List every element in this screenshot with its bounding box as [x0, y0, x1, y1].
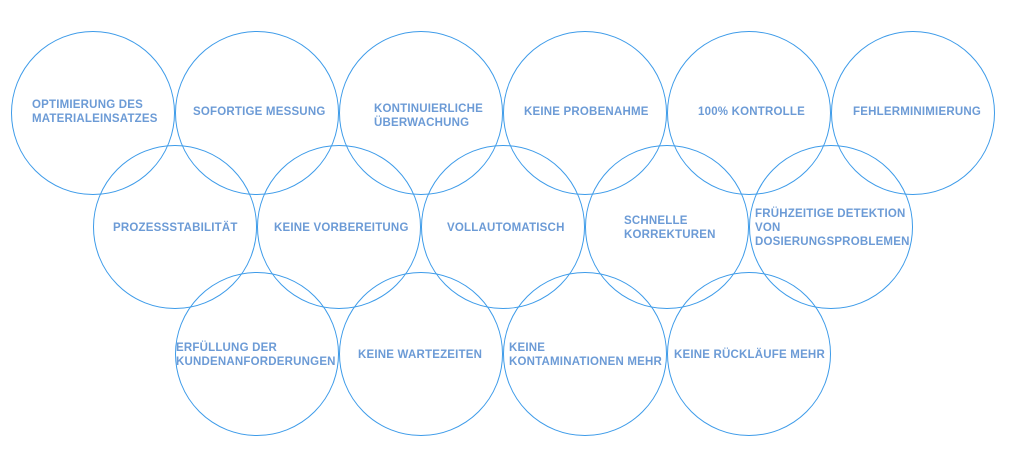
benefit-circle-keine-kontaminationen-mehr: [503, 272, 667, 436]
benefit-label-schnelle-korrekturen: SCHNELLE KORREKTUREN: [624, 215, 716, 241]
benefit-label-prozessstabilitaet: PROZESSSTABILITÄT: [113, 222, 238, 234]
benefit-label-erfuellung-der-kundenanforderungen: ERFÜLLUNG DER KUNDENANFORDERUNGEN: [176, 342, 336, 368]
benefit-label-keine-probenahme: KEINE PROBENAHME: [524, 106, 649, 118]
benefit-label-fehlerminimierung: FEHLERMINIMIERUNG: [853, 106, 981, 118]
benefit-circle-keine-ruecklaeufe-mehr: [667, 272, 831, 436]
benefit-label-optimierung-des-materialeinsatzes: OPTIMIERUNG DES MATERIALEINSATZES: [32, 99, 158, 125]
benefit-label-fruehzeitige-detektion-von-dosierungsproblemen: FRÜHZEITIGE DETEKTION VON DOSIERUNGSPROBLE…: [755, 208, 910, 248]
benefit-label-vollautomatisch: VOLLAUTOMATISCH: [447, 222, 565, 234]
benefit-circle-kontinuierliche-ueberwachung: [339, 31, 503, 195]
benefit-circle-sofortige-messung: [175, 31, 339, 195]
benefit-label-sofortige-messung: SOFORTIGE MESSUNG: [193, 106, 326, 118]
benefit-circle-optimierung-des-materialeinsatzes: [11, 31, 175, 195]
benefit-circle-fruehzeitige-detektion-von-dosierungsproblemen: [749, 145, 913, 309]
benefit-label-kontinuierliche-ueberwachung: KONTINUIERLICHE ÜBERWACHUNG: [374, 103, 484, 129]
benefit-label-keine-wartezeiten: KEINE WARTEZEITEN: [358, 349, 483, 361]
benefit-circle-fehlerminimierung: [831, 31, 995, 195]
benefit-circle-keine-vorbereitung: [257, 145, 421, 309]
benefit-circle-keine-wartezeiten: [339, 272, 503, 436]
benefit-label-keine-ruecklaeufe-mehr: KEINE RÜCKLÄUFE MEHR: [674, 349, 825, 361]
benefit-circle-prozessstabilitaet: [93, 145, 257, 309]
benefit-label-keine-vorbereitung: KEINE VORBEREITUNG: [274, 222, 409, 234]
benefit-label-100-kontrolle: 100% KONTROLLE: [698, 106, 805, 118]
benefit-circle-100-kontrolle: [667, 31, 831, 195]
benefit-circle-vollautomatisch: [421, 145, 585, 309]
benefit-circle-schnelle-korrekturen: [585, 145, 749, 309]
benefit-label-keine-kontaminationen-mehr: KEINE KONTAMINATIONEN MEHR: [509, 342, 663, 368]
benefit-circle-erfuellung-der-kundenanforderungen: [175, 272, 339, 436]
benefit-circle-keine-probenahme: [503, 31, 667, 195]
